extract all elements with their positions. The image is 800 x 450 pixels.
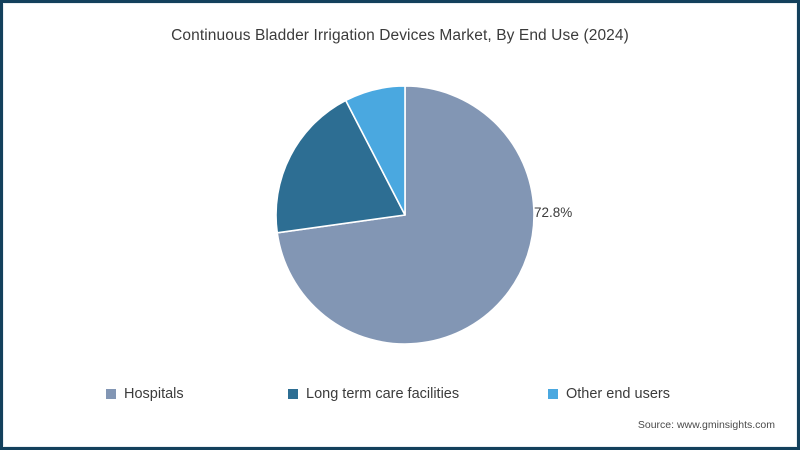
figure-inner-border	[3, 3, 797, 447]
pie-chart	[275, 85, 535, 345]
legend-item-hospitals[interactable]: Hospitals	[106, 383, 184, 405]
pie-slice-group	[275, 85, 535, 345]
pie-chart-svg	[275, 85, 535, 345]
chart-legend: Hospitals Long term care facilities Othe…	[3, 383, 797, 405]
legend-label-long-term-care-facilities: Long term care facilities	[306, 385, 460, 402]
source-attribution: Source: www.gminsights.com	[637, 419, 775, 431]
pie-slice-value-label-hospitals: 72.8%	[534, 205, 573, 220]
legend-item-other-end-users[interactable]: Other end users	[548, 383, 670, 405]
pie-slice-other-end-users[interactable]	[344, 85, 406, 216]
legend-swatch-icon-long-term-care-facilities	[288, 389, 298, 399]
pie-slice-long-term-care-facilities[interactable]	[275, 99, 406, 234]
legend-swatch-icon-other-end-users	[548, 389, 558, 399]
page-title: Continuous Bladder Irrigation Devices Ma…	[171, 27, 629, 44]
legend-label-hospitals: Hospitals	[124, 385, 184, 402]
legend-item-long-term-care-facilities[interactable]: Long term care facilities	[288, 383, 459, 405]
legend-label-other-end-users: Other end users	[566, 385, 670, 402]
legend-swatch-icon-hospitals	[106, 389, 116, 399]
